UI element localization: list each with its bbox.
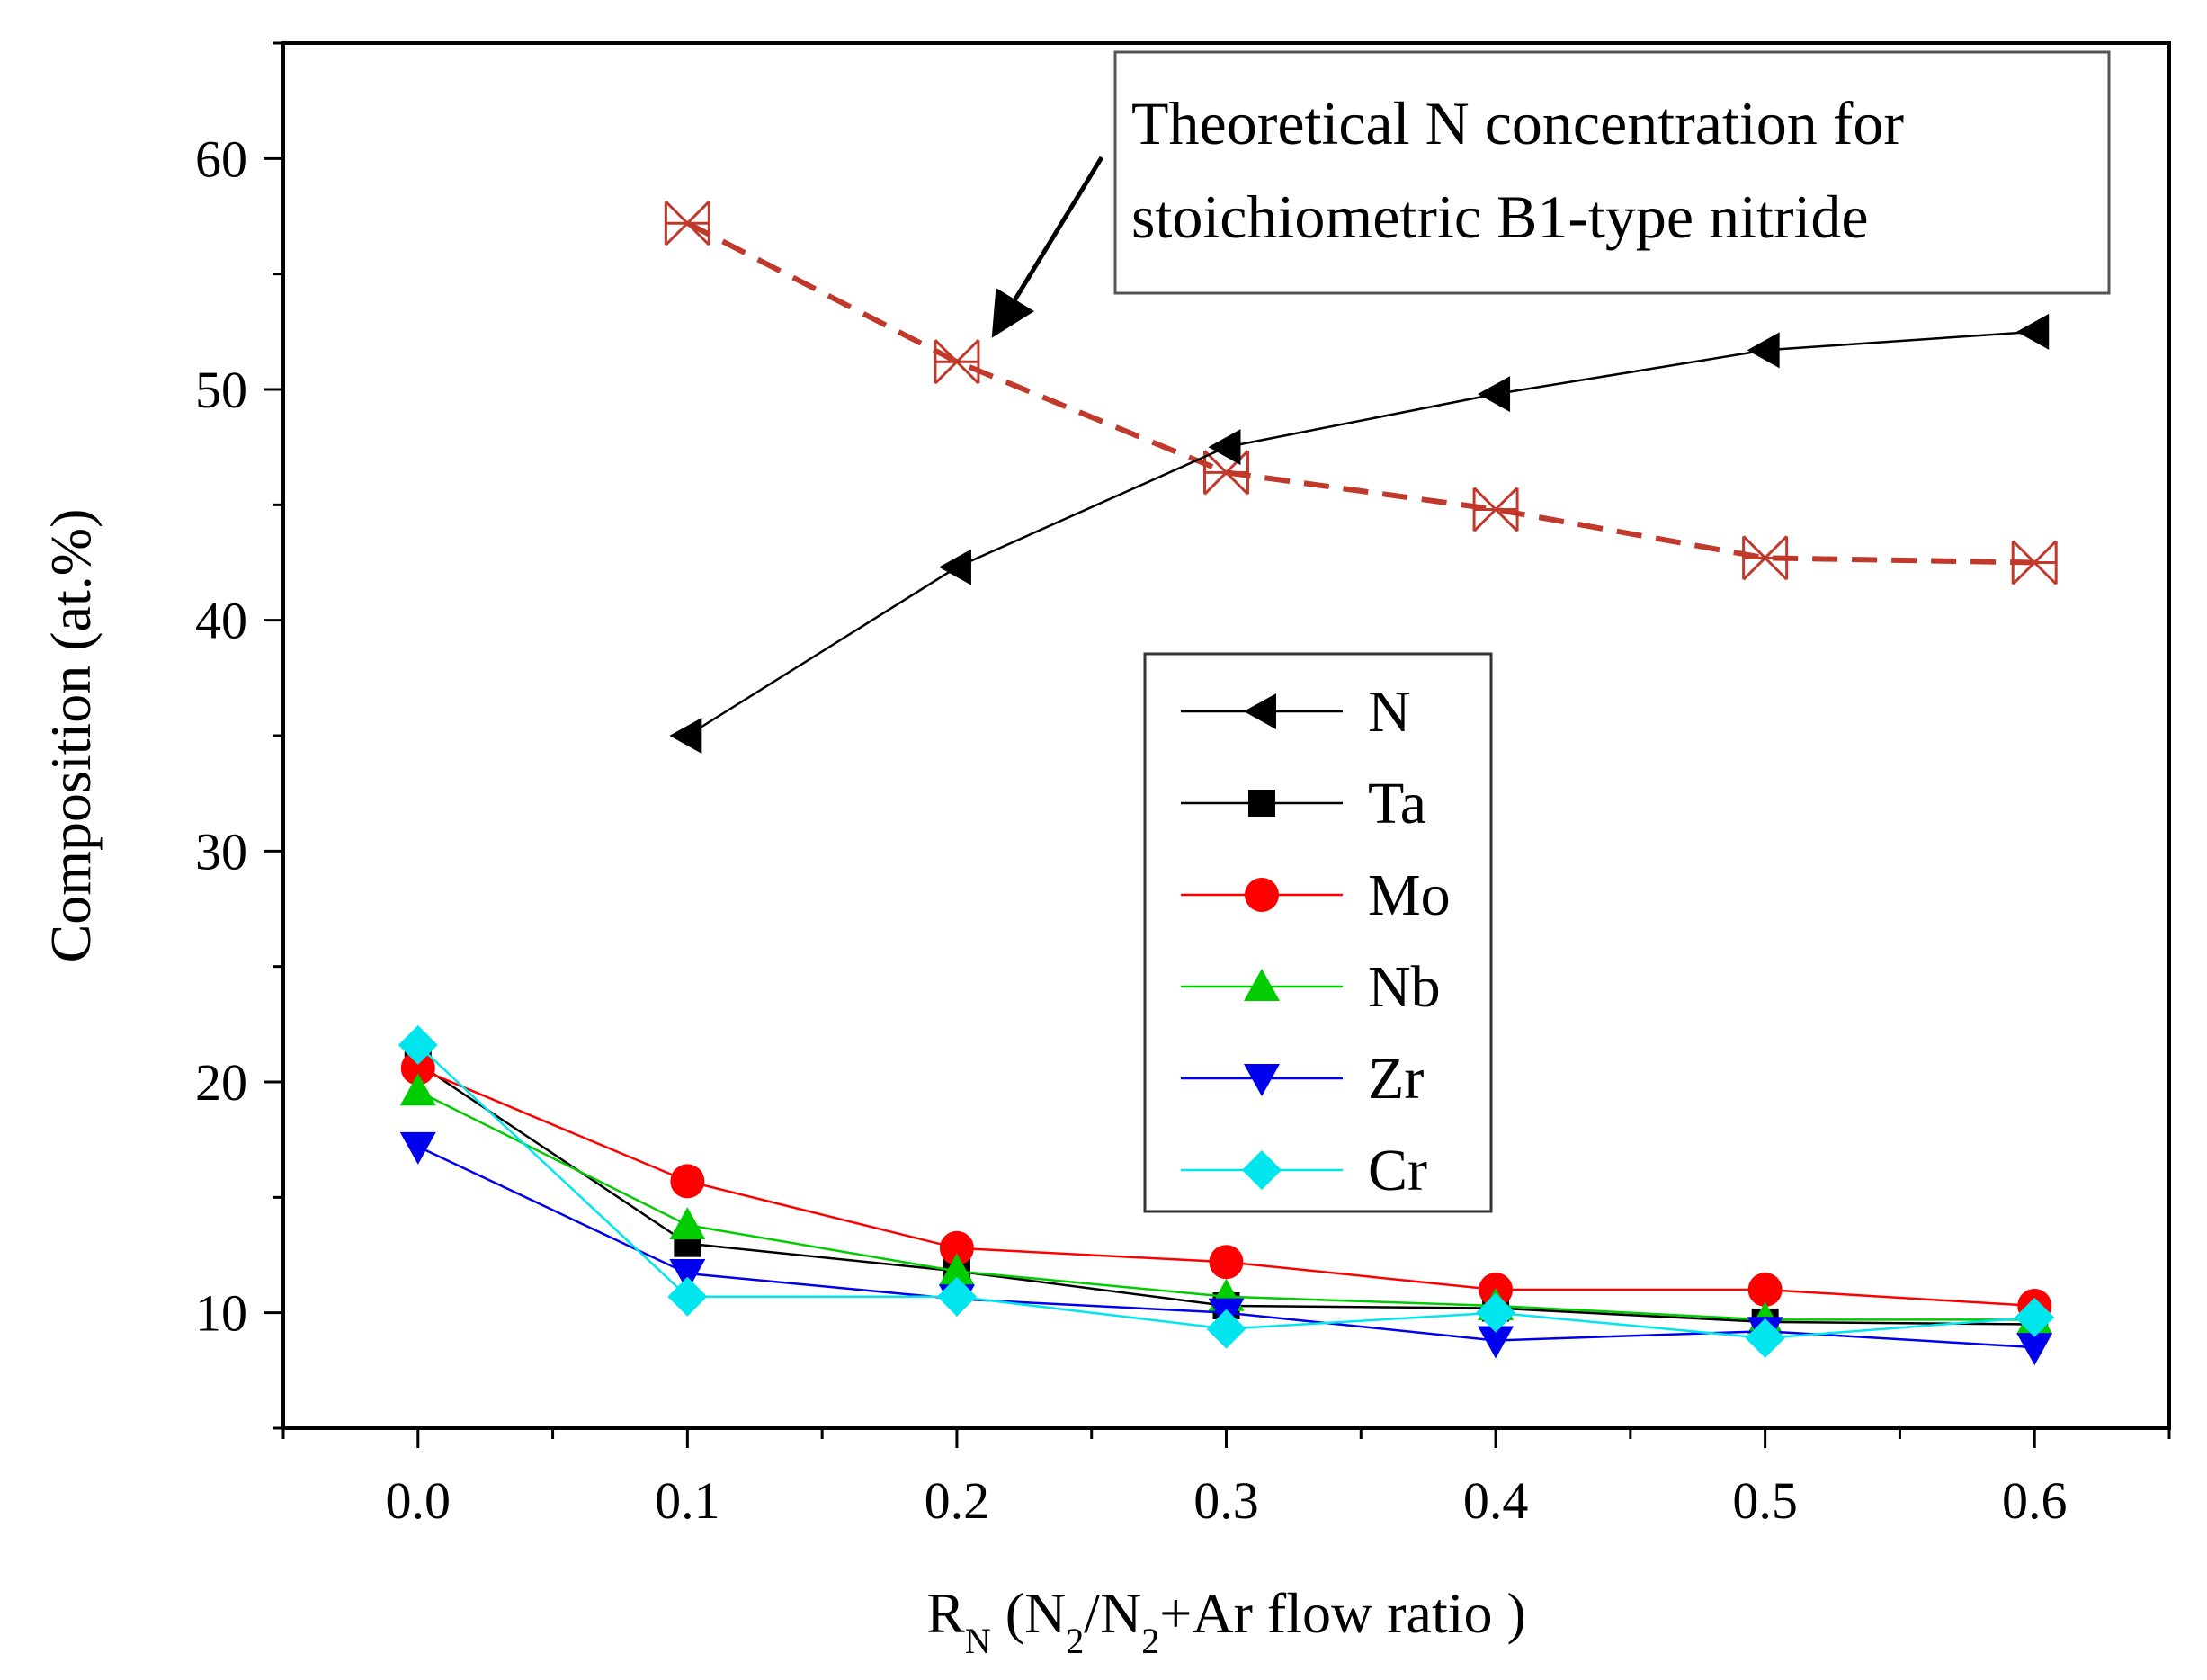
legend-entry-mo: Mo xyxy=(1181,862,1451,928)
x-axis-title: RN (N2/N2+Ar flow ratio ) xyxy=(926,1581,1526,1661)
x-tick-label: 0.3 xyxy=(1193,1471,1259,1530)
nb-point xyxy=(399,1073,436,1106)
legend-label: Nb xyxy=(1368,954,1441,1020)
x-tick-label: 0.6 xyxy=(2002,1471,2068,1530)
legend-marker xyxy=(1242,1150,1282,1190)
legend-entry-cr: Cr xyxy=(1181,1138,1427,1203)
n-point xyxy=(938,549,971,585)
x-tick-label: 0.2 xyxy=(925,1471,990,1530)
n-point xyxy=(2016,313,2050,350)
x-title-main: R xyxy=(926,1581,965,1645)
legend-entry-n: N xyxy=(1181,679,1411,745)
legend-box xyxy=(1143,652,1493,1213)
x-title-sub: N xyxy=(965,1621,991,1661)
legend-label: Ta xyxy=(1368,771,1426,836)
annotation-box xyxy=(1113,50,2111,295)
theoretical-point xyxy=(664,201,710,246)
y-tick-label: 20 xyxy=(195,1053,247,1112)
mo-point xyxy=(939,1230,974,1265)
theoretical-point xyxy=(1742,535,1789,581)
x-tick-label: 0.0 xyxy=(386,1471,451,1530)
axis-ticks: 0.0 0.1 0.2 0.3 0.4 0.5 0.6 10 20 30 40 50 60 xyxy=(195,41,2171,1530)
legend-entry-ta: Ta xyxy=(1181,771,1426,836)
cr-point xyxy=(1476,1292,1516,1333)
cr-point xyxy=(667,1276,708,1317)
nb-point xyxy=(669,1207,706,1240)
series-cr xyxy=(398,1024,2055,1358)
mo-point xyxy=(670,1164,705,1199)
mo-point xyxy=(1209,1245,1244,1280)
nb-point xyxy=(938,1253,975,1286)
axis-labels: Composition (at.%)RN (N2/N2+Ar flow rati… xyxy=(39,509,1526,1661)
y-tick-label: 10 xyxy=(195,1284,247,1343)
legend-marker xyxy=(1244,969,1280,1001)
cr-point xyxy=(2015,1297,2055,1337)
annotation-text: stoichiometric B1-type nitride xyxy=(1131,183,1869,251)
legend: N Ta Mo Nb Zr Cr xyxy=(1143,652,1493,1213)
y-tick-label: 30 xyxy=(195,822,247,880)
theoretical-point xyxy=(1203,450,1249,496)
x-title-part: /N xyxy=(1084,1581,1141,1645)
series-layer xyxy=(398,201,2058,1366)
mo-point xyxy=(400,1050,435,1086)
zr-point xyxy=(669,1259,706,1292)
legend-marker xyxy=(1244,693,1276,729)
legend-marker xyxy=(1244,1064,1280,1096)
cr-point xyxy=(1745,1318,1785,1358)
theoretical-line xyxy=(685,220,2035,566)
zr-point xyxy=(1478,1326,1515,1359)
legend-label: N xyxy=(1368,679,1411,745)
y-axis-title: Composition (at.%) xyxy=(39,509,103,963)
x-title-part: +Ar flow ratio ) xyxy=(1159,1581,1526,1645)
legend-entry-nb: Nb xyxy=(1181,954,1441,1020)
n-point xyxy=(669,718,702,754)
mo-point xyxy=(1747,1273,1783,1307)
y-tick-label: 40 xyxy=(195,592,247,650)
zr-point xyxy=(2016,1333,2053,1366)
series-theoretical xyxy=(664,201,2058,585)
legend-marker xyxy=(1245,878,1279,912)
cr-point xyxy=(1206,1309,1246,1349)
theoretical-point xyxy=(1472,487,1519,532)
annotation-text: Theoretical N concentration for xyxy=(1131,89,1904,157)
n-line xyxy=(686,330,2035,737)
cr-point xyxy=(398,1024,438,1065)
annotation: Theoretical N concentration for stoichiom… xyxy=(991,50,2111,338)
x-tick-label: 0.4 xyxy=(1463,1471,1529,1530)
y-tick-label: 50 xyxy=(195,361,247,419)
legend-marker xyxy=(1248,790,1275,817)
annotation-arrow xyxy=(991,156,1104,338)
legend-label: Cr xyxy=(1368,1138,1427,1203)
legend-label: Mo xyxy=(1368,862,1451,928)
x-tick-label: 0.1 xyxy=(655,1471,720,1530)
x-title-part: 2 xyxy=(1141,1621,1159,1661)
zr-point xyxy=(399,1131,436,1165)
series-n xyxy=(669,313,2050,754)
legend-label: Zr xyxy=(1368,1046,1424,1112)
x-title-part: (N xyxy=(991,1581,1067,1645)
x-title-part: 2 xyxy=(1066,1621,1084,1661)
cr-point xyxy=(936,1276,977,1317)
legend-entry-zr: Zr xyxy=(1181,1046,1424,1112)
theoretical-point xyxy=(934,339,980,385)
n-point xyxy=(1208,429,1241,466)
y-tick-label: 60 xyxy=(195,130,247,188)
x-tick-label: 0.5 xyxy=(1732,1471,1798,1530)
theoretical-point xyxy=(2011,540,2058,585)
n-point xyxy=(1747,332,1780,369)
n-point xyxy=(1478,376,1511,413)
